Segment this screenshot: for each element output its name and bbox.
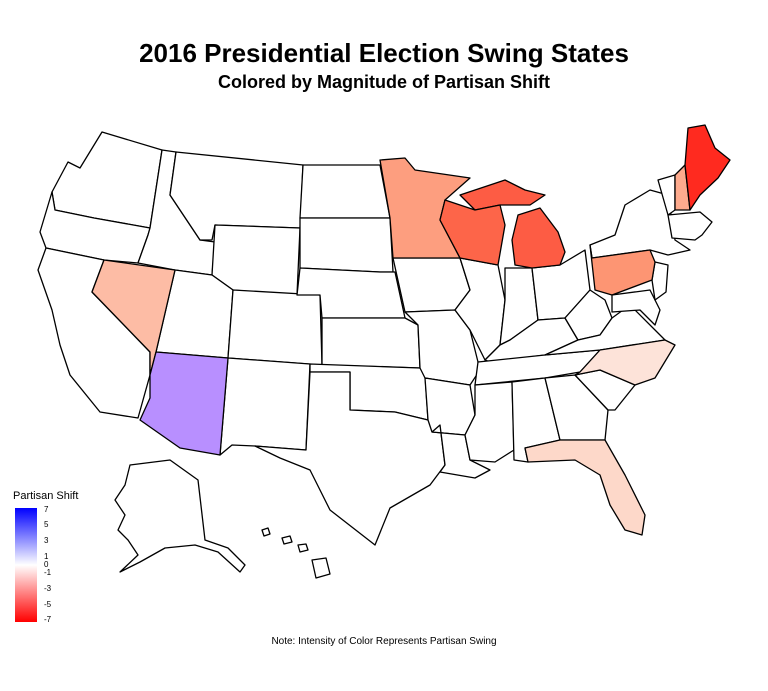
caption-note: Note: Intensity of Color Represents Part… bbox=[271, 636, 497, 647]
state-michigan-upper bbox=[459, 179, 546, 211]
state-michigan bbox=[511, 207, 566, 269]
state-mississippi bbox=[464, 381, 515, 463]
base-states bbox=[37, 131, 713, 546]
state-southern-new-england bbox=[667, 211, 713, 241]
state-florida bbox=[524, 439, 646, 536]
legend-title: Partisan Shift bbox=[13, 490, 79, 502]
legend-tick-label: 0 bbox=[44, 560, 49, 569]
state-iowa bbox=[392, 257, 471, 313]
swing-states bbox=[91, 124, 731, 536]
legend-tick-label: -1 bbox=[44, 568, 52, 577]
state-colorado bbox=[227, 289, 323, 366]
state-wisconsin bbox=[439, 199, 506, 266]
state-hawaii bbox=[261, 527, 331, 579]
state-kansas bbox=[321, 317, 421, 369]
legend-tick-label: 1 bbox=[44, 552, 49, 561]
legend-tick-label: 3 bbox=[44, 536, 49, 545]
state-arizona bbox=[139, 351, 229, 456]
state-south-dakota bbox=[299, 217, 394, 273]
state-maryland-delaware bbox=[611, 289, 661, 326]
state-north-carolina bbox=[574, 339, 676, 386]
chart-title: 2016 Presidential Election Swing States bbox=[139, 38, 629, 68]
state-north-dakota bbox=[299, 164, 391, 219]
legend-colorbar bbox=[15, 508, 37, 622]
legend-tick-label: 5 bbox=[44, 520, 49, 529]
state-texas bbox=[254, 371, 446, 546]
state-new-mexico bbox=[219, 357, 311, 456]
legend-tick-label: 7 bbox=[44, 505, 49, 514]
state-maine bbox=[684, 124, 731, 211]
state-georgia bbox=[544, 374, 609, 441]
legend-tick-label: -5 bbox=[44, 600, 52, 609]
legend-tick-label: -3 bbox=[44, 584, 52, 593]
state-arkansas bbox=[424, 377, 476, 436]
state-alaska bbox=[114, 459, 246, 573]
chart-subtitle: Colored by Magnitude of Partisan Shift bbox=[217, 72, 550, 92]
state-pennsylvania bbox=[589, 244, 656, 296]
legend-tick-label: -7 bbox=[44, 615, 52, 624]
